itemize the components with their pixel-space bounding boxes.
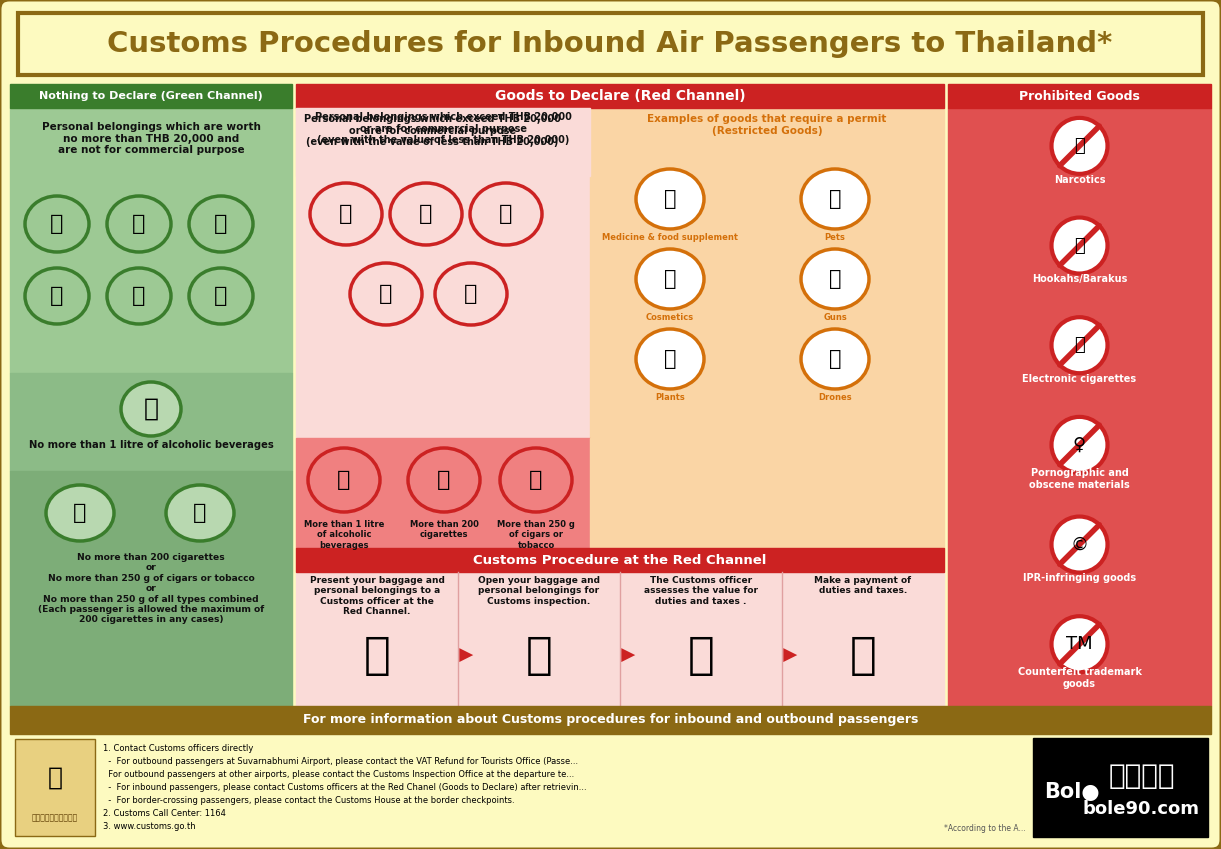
Text: Personal belongings which are worth
no more than THB 20,000 and
are not for comm: Personal belongings which are worth no m…	[42, 122, 260, 155]
Text: Counterfeit trademark
goods: Counterfeit trademark goods	[1017, 667, 1142, 689]
FancyBboxPatch shape	[295, 572, 944, 706]
Text: ⌚: ⌚	[339, 204, 353, 224]
Text: 👕: 👕	[215, 214, 227, 234]
Text: 🚁: 🚁	[829, 349, 841, 369]
Ellipse shape	[24, 268, 89, 324]
FancyBboxPatch shape	[10, 471, 292, 706]
Ellipse shape	[801, 169, 869, 229]
Text: 🧳: 🧳	[364, 633, 391, 677]
Ellipse shape	[408, 448, 480, 512]
Text: 🌿: 🌿	[1074, 137, 1085, 155]
FancyBboxPatch shape	[18, 13, 1203, 75]
Text: ♀: ♀	[1073, 436, 1085, 454]
Text: 👜: 👜	[132, 214, 145, 234]
Ellipse shape	[501, 448, 571, 512]
Text: Pornographic and
obscene materials: Pornographic and obscene materials	[1029, 468, 1129, 490]
Ellipse shape	[189, 196, 253, 252]
Text: 🍃: 🍃	[530, 470, 542, 490]
Circle shape	[1051, 516, 1107, 572]
Text: Narcotics: Narcotics	[1054, 175, 1105, 185]
Text: -  For outbound passengers at Suvarnabhumi Airport, please contact the VAT Refun: - For outbound passengers at Suvarnabhum…	[103, 757, 578, 766]
Text: For outbound passengers at other airports, please contact the Customs Inspection: For outbound passengers at other airport…	[103, 770, 574, 779]
FancyBboxPatch shape	[10, 373, 292, 471]
Ellipse shape	[166, 485, 234, 541]
Text: More than 200
cigarettes: More than 200 cigarettes	[409, 520, 479, 539]
Text: 🎥: 🎥	[380, 284, 393, 304]
Text: IPR-infringing goods: IPR-infringing goods	[1023, 573, 1136, 583]
Text: 🚬: 🚬	[1074, 336, 1085, 354]
Text: bole90.com: bole90.com	[1083, 801, 1200, 818]
FancyBboxPatch shape	[947, 84, 1211, 108]
FancyBboxPatch shape	[590, 108, 944, 438]
FancyBboxPatch shape	[1033, 738, 1208, 837]
Circle shape	[1051, 118, 1107, 174]
Ellipse shape	[801, 249, 869, 309]
Text: 🐇: 🐇	[829, 189, 841, 209]
Text: 🔫: 🔫	[829, 269, 841, 289]
Text: Drones: Drones	[818, 392, 852, 402]
Text: 🍾: 🍾	[144, 397, 159, 421]
Ellipse shape	[435, 263, 507, 325]
Text: 👟: 👟	[215, 286, 227, 306]
Text: More than 250 g
of cigars or
tobacco: More than 250 g of cigars or tobacco	[497, 520, 575, 550]
Text: The Customs officer
assesses the value for
duties and taxes .: The Customs officer assesses the value f…	[643, 576, 758, 606]
Text: ©: ©	[1071, 536, 1088, 554]
FancyBboxPatch shape	[10, 706, 1211, 734]
Ellipse shape	[310, 183, 382, 245]
Text: Goods to Declare (Red Channel): Goods to Declare (Red Channel)	[495, 89, 745, 103]
FancyBboxPatch shape	[295, 108, 590, 176]
Circle shape	[1051, 417, 1107, 473]
Ellipse shape	[636, 249, 705, 309]
Text: 💻: 💻	[132, 286, 145, 306]
Text: More than 1 litre
of alcoholic
beverages: More than 1 litre of alcoholic beverages	[304, 520, 385, 550]
Text: Prohibited Goods: Prohibited Goods	[1020, 89, 1140, 103]
Text: 🧳: 🧳	[419, 204, 432, 224]
Text: Personal belongings which exceed: Personal belongings which exceed	[358, 114, 529, 124]
Text: 2. Customs Call Center: 1164: 2. Customs Call Center: 1164	[103, 809, 226, 818]
Text: 📷: 📷	[50, 286, 63, 306]
Text: Customs Procedure at the Red Channel: Customs Procedure at the Red Channel	[474, 554, 767, 566]
Text: 🍷: 🍷	[337, 470, 350, 490]
Text: Cosmetics: Cosmetics	[646, 312, 694, 322]
Ellipse shape	[636, 169, 705, 229]
Text: Open your baggage and
personal belongings for
Customs inspection.: Open your baggage and personal belonging…	[477, 576, 600, 606]
Text: 伯乐头条: 伯乐头条	[1109, 762, 1175, 790]
Ellipse shape	[350, 263, 422, 325]
Text: For more information about Customs procedures for inbound and outbound passenger: For more information about Customs proce…	[303, 713, 918, 727]
Text: Make a payment of
duties and taxes.: Make a payment of duties and taxes.	[814, 576, 912, 595]
Text: *According to the A...: *According to the A...	[944, 824, 1026, 833]
Text: TM: TM	[1066, 635, 1093, 653]
Text: No more than 200 cigarettes
or
No more than 250 g of cigars or tobacco
or
No mor: No more than 200 cigarettes or No more t…	[38, 553, 264, 624]
Ellipse shape	[107, 268, 171, 324]
Text: Hookahs/Barakus: Hookahs/Barakus	[1032, 274, 1127, 284]
FancyBboxPatch shape	[10, 108, 292, 373]
Text: 🍂: 🍂	[193, 503, 206, 523]
Text: กรมศุลกากร: กรมศุลกากร	[32, 813, 78, 823]
Text: Customs Procedures for Inbound Air Passengers to Thailand*: Customs Procedures for Inbound Air Passe…	[107, 30, 1112, 58]
Text: 🖩: 🖩	[687, 633, 714, 677]
Text: Medicine & food supplement: Medicine & food supplement	[602, 233, 737, 241]
Text: Personal belongings which exceed THB 20,000
or are for commercial purpose
(even : Personal belongings which exceed THB 20,…	[315, 112, 571, 145]
FancyBboxPatch shape	[10, 84, 292, 108]
FancyBboxPatch shape	[295, 438, 590, 548]
Text: Guns: Guns	[823, 312, 847, 322]
Text: Plants: Plants	[656, 392, 685, 402]
Text: 💋: 💋	[664, 269, 676, 289]
Text: 👮: 👮	[525, 633, 552, 677]
Circle shape	[1051, 217, 1107, 273]
Text: Pets: Pets	[824, 233, 845, 241]
Text: Bol●: Bol●	[1044, 783, 1099, 802]
Text: 👠: 👠	[464, 284, 477, 304]
Text: 🚬: 🚬	[73, 503, 87, 523]
FancyBboxPatch shape	[590, 438, 944, 548]
FancyBboxPatch shape	[295, 84, 944, 108]
Ellipse shape	[121, 382, 181, 436]
FancyBboxPatch shape	[295, 108, 590, 438]
Text: Nothing to Declare (Green Channel): Nothing to Declare (Green Channel)	[39, 91, 263, 101]
Text: -  For border-crossing passengers, please contact the Customs House at the borde: - For border-crossing passengers, please…	[103, 796, 514, 805]
Ellipse shape	[107, 196, 171, 252]
Text: 💊: 💊	[664, 189, 676, 209]
Text: Electronic cigarettes: Electronic cigarettes	[1022, 374, 1137, 384]
FancyBboxPatch shape	[947, 108, 1211, 706]
